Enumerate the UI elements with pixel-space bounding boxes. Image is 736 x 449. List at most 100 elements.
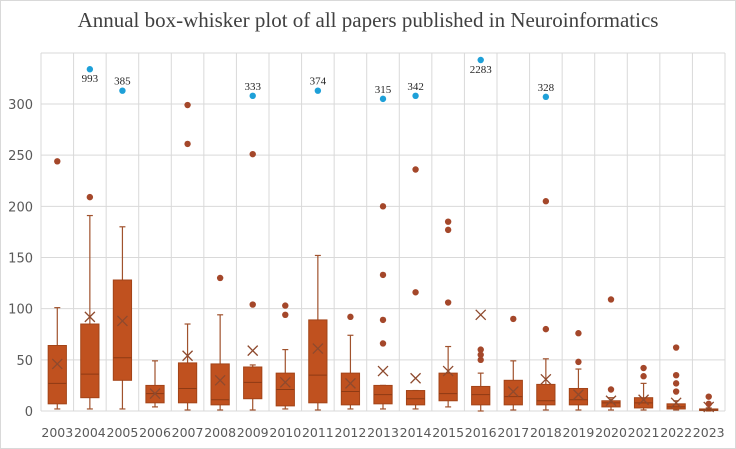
- outlier-point: [477, 351, 484, 358]
- mean-marker-icon: [540, 373, 552, 385]
- x-tick-label: 2005: [107, 425, 139, 440]
- outlier-point: [184, 140, 191, 148]
- x-tick-label: 2012: [335, 425, 367, 440]
- x-tick-label: 2010: [269, 425, 301, 440]
- y-tick-label: 200: [8, 200, 33, 215]
- outlier-point: [184, 101, 191, 109]
- outlier-point: [282, 311, 289, 319]
- outlier-point: [444, 218, 452, 225]
- mean-marker-icon: [410, 372, 422, 384]
- mean-marker-icon: [182, 350, 194, 362]
- iqr-box: [438, 372, 458, 402]
- outlier-point: [282, 302, 289, 309]
- mean-marker-icon: [312, 343, 324, 355]
- iqr-box: [405, 390, 426, 406]
- y-tick-label: 250: [8, 149, 33, 164]
- iqr-box: [340, 372, 361, 406]
- outlier-point: [412, 166, 419, 173]
- outlier-point: [379, 340, 387, 347]
- mean-marker-icon: [638, 394, 650, 406]
- iqr-box: [80, 323, 100, 399]
- extreme-outlier-point: [314, 87, 322, 94]
- x-tick-label: 2018: [530, 425, 562, 440]
- extreme-outlier-point: [412, 92, 419, 100]
- outlier-point: [444, 299, 452, 306]
- outlier-point: [54, 158, 61, 165]
- x-tick-label: 2021: [628, 425, 660, 440]
- outlier-point: [216, 274, 224, 282]
- outlier-point: [477, 346, 484, 353]
- outlier-point: [575, 330, 582, 337]
- y-tick-label: 300: [8, 98, 33, 113]
- outlier-point: [444, 226, 452, 234]
- extreme-outlier-point: [477, 56, 484, 64]
- outlier-point: [672, 380, 680, 387]
- iqr-box: [47, 345, 67, 405]
- iqr-box: [601, 400, 621, 408]
- x-tick-label: 2014: [400, 425, 432, 440]
- outlier-point: [379, 316, 387, 324]
- outlier-point: [379, 271, 387, 279]
- iqr-box: [471, 385, 491, 406]
- x-tick-label: 2007: [172, 425, 204, 440]
- outlier-point: [379, 203, 387, 210]
- x-tick-label: 2017: [497, 425, 529, 440]
- extreme-outlier-point: [86, 66, 94, 73]
- mean-marker-icon: [377, 365, 389, 377]
- outlier-point: [542, 198, 550, 205]
- iqr-box: [243, 366, 263, 400]
- outlier-point: [510, 315, 517, 323]
- iqr-box: [210, 363, 230, 406]
- outlier-point: [705, 400, 712, 408]
- mean-marker-icon: [344, 377, 356, 389]
- mean-marker-icon: [149, 388, 161, 400]
- outlier-point: [249, 301, 256, 308]
- outlier-point: [477, 356, 484, 364]
- mean-marker-icon: [84, 311, 96, 323]
- extreme-outlier-label: 333: [244, 81, 261, 93]
- x-tick-label: 2003: [41, 425, 73, 440]
- chart-title: Annual box-whisker plot of all papers pu…: [77, 8, 659, 32]
- x-tick-label: 2023: [693, 425, 725, 440]
- outlier-point: [249, 150, 256, 158]
- extreme-outlier-label: 2283: [470, 64, 493, 76]
- outlier-point: [412, 289, 419, 296]
- extreme-outlier-point: [119, 87, 126, 94]
- x-tick-label: 2015: [432, 425, 464, 440]
- y-tick-label: 0: [25, 405, 33, 420]
- x-tick-label: 2013: [367, 425, 399, 440]
- x-tick-label: 2008: [204, 425, 236, 440]
- extreme-outlier-label: 315: [375, 84, 392, 96]
- outlier-point: [640, 373, 647, 380]
- extreme-outlier-point: [249, 92, 256, 100]
- extreme-outlier-label: 342: [407, 81, 424, 93]
- mean-marker-icon: [247, 345, 259, 357]
- iqr-box: [112, 279, 133, 381]
- extreme-outlier-label: 385: [114, 76, 131, 88]
- mean-marker-icon: [279, 376, 291, 388]
- iqr-box: [666, 403, 686, 410]
- mean-marker-icon: [572, 389, 584, 401]
- mean-marker-icon: [442, 365, 454, 377]
- outlier-point: [575, 358, 582, 366]
- outlier-point: [705, 393, 712, 400]
- y-tick-label: 100: [8, 303, 33, 318]
- mean-marker-icon: [605, 395, 617, 407]
- x-tick-label: 2006: [139, 425, 171, 440]
- mean-marker-icon: [116, 315, 128, 327]
- mean-marker-icon: [475, 309, 487, 321]
- mean-marker-icon: [670, 397, 682, 409]
- outlier-point: [640, 364, 647, 372]
- extreme-outlier-label: 328: [538, 82, 555, 94]
- x-tick-label: 2020: [595, 425, 627, 440]
- iqr-box: [503, 379, 523, 406]
- iqr-box: [536, 383, 556, 406]
- iqr-box: [568, 387, 589, 406]
- y-tick-label: 50: [16, 354, 33, 369]
- x-tick-label: 2019: [563, 425, 595, 440]
- x-tick-label: 2011: [302, 425, 334, 440]
- extreme-outlier-point: [379, 95, 387, 103]
- outlier-point: [607, 296, 615, 303]
- x-tick-label: 2009: [237, 425, 269, 440]
